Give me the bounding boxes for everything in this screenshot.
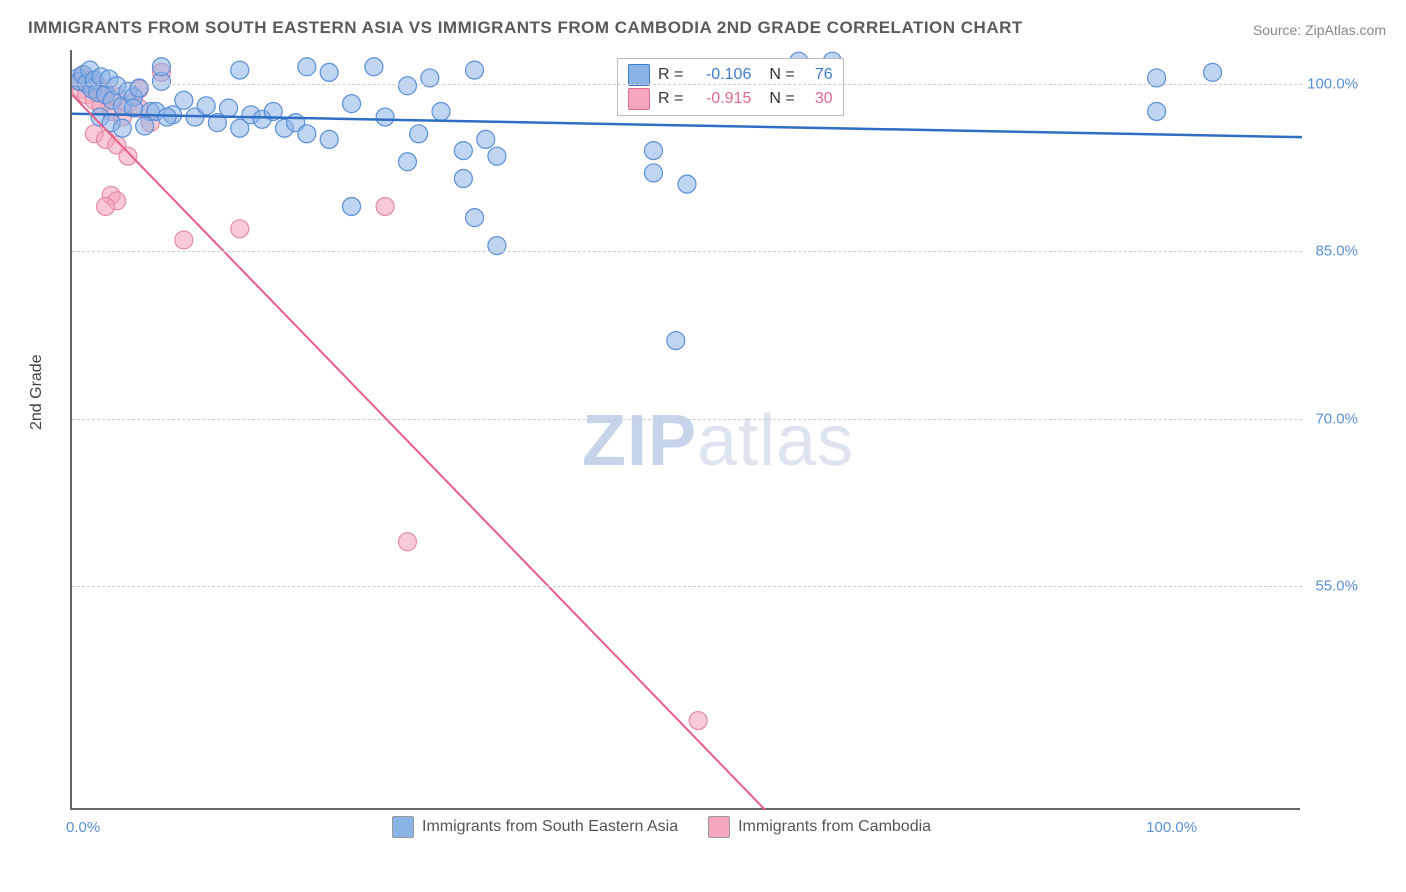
legend-item: Immigrants from Cambodia [708, 816, 931, 838]
data-point [398, 77, 416, 95]
gridline [72, 586, 1302, 587]
y-tick-label: 100.0% [1307, 75, 1358, 92]
data-point [130, 79, 148, 97]
data-point [398, 153, 416, 171]
data-point [644, 164, 662, 182]
data-point [119, 147, 137, 165]
data-point [113, 119, 131, 137]
data-point [376, 197, 394, 215]
r-label: R = [658, 87, 683, 111]
data-point [477, 130, 495, 148]
data-point [432, 102, 450, 120]
legend-bottom: Immigrants from South Eastern Asia Immigr… [392, 816, 931, 838]
x-tick-label: 100.0% [1146, 819, 1197, 836]
chart-title: IMMIGRANTS FROM SOUTH EASTERN ASIA VS IM… [28, 18, 1023, 38]
n-label: N = [769, 87, 794, 111]
data-point [1148, 102, 1166, 120]
data-point [454, 142, 472, 160]
plot-area: ZIPatlas R =-0.106N =76R =-0.915N =30 Im… [70, 50, 1300, 810]
data-point [454, 170, 472, 188]
data-point [678, 175, 696, 193]
data-point [197, 97, 215, 115]
data-point [667, 332, 685, 350]
data-point [298, 125, 316, 143]
data-point [343, 95, 361, 113]
data-point [320, 63, 338, 81]
data-point [320, 130, 338, 148]
data-point [97, 197, 115, 215]
data-point [376, 108, 394, 126]
data-point [689, 712, 707, 730]
gridline [72, 419, 1302, 420]
legend-label: Immigrants from Cambodia [738, 818, 931, 836]
trend-line [72, 95, 765, 810]
data-point [365, 58, 383, 76]
legend-item: Immigrants from South Eastern Asia [392, 816, 678, 838]
legend-swatch [628, 88, 650, 110]
data-point [175, 231, 193, 249]
gridline [72, 251, 1302, 252]
source-label: Source: ZipAtlas.com [1253, 22, 1386, 38]
y-tick-label: 55.0% [1315, 578, 1358, 595]
legend-row: R = -0.915 N = 30 [628, 87, 833, 111]
data-point [298, 58, 316, 76]
n-value: 30 [803, 87, 833, 111]
data-point [466, 61, 484, 79]
y-axis-title: 2nd Grade [28, 354, 46, 430]
chart-container: ZIPatlas R =-0.106N =76R =-0.915N =30 Im… [70, 50, 1360, 810]
data-point [343, 197, 361, 215]
data-point [398, 533, 416, 551]
gridline [72, 84, 1302, 85]
r-value: -0.915 [691, 87, 751, 111]
legend-top: R =-0.106N =76R =-0.915N =30 [617, 58, 844, 116]
legend-label: Immigrants from South Eastern Asia [422, 818, 678, 836]
data-point [410, 125, 428, 143]
data-point [644, 142, 662, 160]
data-point [175, 91, 193, 109]
data-point [231, 61, 249, 79]
y-tick-label: 85.0% [1315, 243, 1358, 260]
legend-swatch [708, 816, 730, 838]
data-point [231, 220, 249, 238]
data-point [488, 147, 506, 165]
data-point [158, 108, 176, 126]
data-point [1204, 63, 1222, 81]
data-point [466, 209, 484, 227]
data-point [220, 99, 238, 117]
chart-svg [72, 50, 1302, 810]
legend-swatch [392, 816, 414, 838]
y-tick-label: 70.0% [1315, 410, 1358, 427]
x-tick-label: 0.0% [66, 819, 100, 836]
data-point [152, 58, 170, 76]
